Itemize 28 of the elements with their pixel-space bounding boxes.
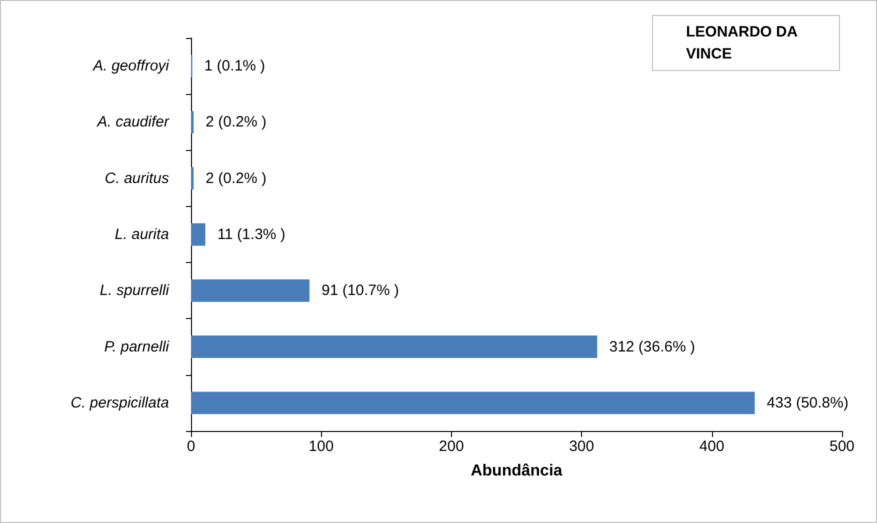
x-axis-title: Abundância (470, 462, 562, 480)
y-tick-label: L. spurrelli (100, 282, 170, 300)
chart-title: LEONARDO DA VINCE (686, 24, 802, 62)
data-label: 312 (36.6% ) (609, 338, 696, 356)
data-label: 11 (1.3% ) (217, 226, 286, 243)
x-tick-label: 400 (699, 438, 724, 455)
y-tick-label: A. caudifer (96, 114, 170, 131)
data-label: 2 (0.2% ) (206, 114, 266, 131)
bar (191, 167, 194, 190)
y-tick-label: C. perspicillata (70, 394, 169, 412)
bar (191, 336, 598, 358)
bar (191, 223, 206, 246)
x-tick-label: 100 (308, 438, 334, 455)
data-label: 2 (0.2% ) (206, 170, 266, 187)
x-tick-label: 200 (438, 438, 464, 455)
data-label: 1 (0.1% ) (204, 58, 266, 75)
y-tick-label: L. aurita (114, 226, 169, 243)
y-tick-label: A. geoffroyi (92, 58, 170, 75)
bar (191, 110, 194, 134)
x-tick-label: 0 (186, 438, 196, 455)
y-tick-label: C. auritus (104, 170, 170, 187)
data-label: 91 (10.7% ) (321, 282, 400, 300)
x-tick-label: 300 (569, 438, 594, 455)
y-tick-label: P. parnelli (104, 338, 170, 356)
bar (191, 392, 755, 414)
data-label: 433 (50.8%) (766, 394, 848, 412)
bar (191, 279, 310, 302)
x-tick-label: 500 (829, 438, 855, 455)
